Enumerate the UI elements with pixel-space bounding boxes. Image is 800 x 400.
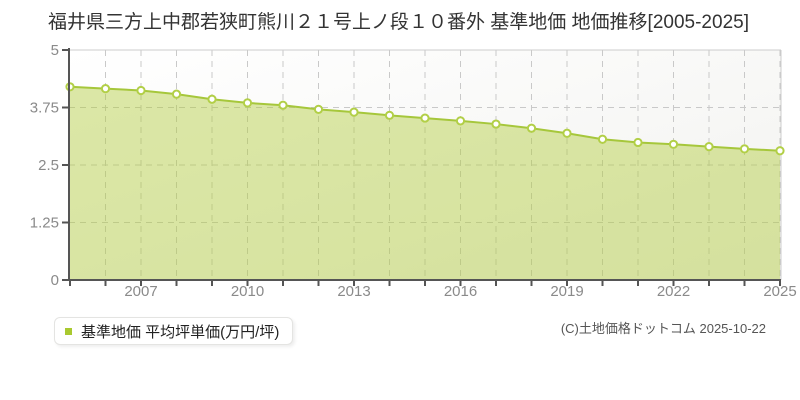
data-point <box>526 123 537 133</box>
data-point <box>739 144 750 154</box>
data-point <box>704 142 714 152</box>
data-point <box>597 134 608 144</box>
legend-label: 基準地価 平均坪単価(万円/坪) <box>81 323 280 341</box>
data-point <box>207 94 217 104</box>
data-point <box>668 139 679 149</box>
axes <box>62 48 781 286</box>
svg-text:2010: 2010 <box>231 283 264 300</box>
data-point <box>278 100 288 110</box>
data-point <box>171 89 182 99</box>
data-point <box>313 104 324 114</box>
data-point <box>562 128 572 138</box>
data-point <box>420 113 430 123</box>
data-point-markers <box>65 82 785 156</box>
svg-text:1.25: 1.25 <box>30 215 59 232</box>
data-point <box>136 85 146 96</box>
data-point <box>491 119 501 129</box>
data-point <box>633 137 643 148</box>
svg-text:2013: 2013 <box>337 283 370 300</box>
chart-title: 福井県三方上中郡若狭町熊川２１号上ノ段１０番外 基準地価 地価推移[2005-2… <box>48 12 749 33</box>
price-area-series <box>70 86 780 280</box>
svg-text:2007: 2007 <box>124 283 157 300</box>
legend: 基準地価 平均坪単価(万円/坪) <box>54 317 294 345</box>
x-axis-tick-labels: 2007 2010 2013 2016 2019 2022 2025 <box>124 283 796 300</box>
plot-border <box>69 49 782 280</box>
svg-text:2019: 2019 <box>550 283 583 300</box>
data-point <box>349 107 359 117</box>
svg-text:2025: 2025 <box>763 283 796 300</box>
svg-text:2.5: 2.5 <box>38 157 59 174</box>
svg-text:2022: 2022 <box>657 283 690 300</box>
y-axis-tick-labels: 0 1.25 2.5 3.75 5 <box>30 42 59 289</box>
data-point <box>100 84 111 94</box>
svg-text:3.75: 3.75 <box>30 100 59 117</box>
gridlines <box>69 50 781 280</box>
data-point <box>242 98 253 108</box>
data-point <box>775 146 785 156</box>
data-point <box>455 116 466 126</box>
data-point <box>384 110 395 120</box>
svg-text:0: 0 <box>51 272 59 289</box>
copyright-text: (C)土地価格ドットコム 2025-10-22 <box>560 321 766 336</box>
svg-text:5: 5 <box>51 42 59 59</box>
legend-swatch-icon <box>65 327 72 335</box>
svg-text:2016: 2016 <box>444 283 477 300</box>
